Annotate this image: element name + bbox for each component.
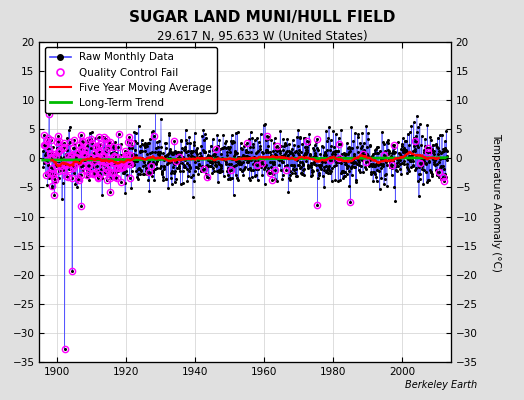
Text: SUGAR LAND MUNI/HULL FIELD: SUGAR LAND MUNI/HULL FIELD <box>129 10 395 25</box>
Legend: Raw Monthly Data, Quality Control Fail, Five Year Moving Average, Long-Term Tren: Raw Monthly Data, Quality Control Fail, … <box>45 47 217 113</box>
Text: Berkeley Earth: Berkeley Earth <box>405 380 477 390</box>
Text: 29.617 N, 95.633 W (United States): 29.617 N, 95.633 W (United States) <box>157 30 367 43</box>
Y-axis label: Temperature Anomaly (°C): Temperature Anomaly (°C) <box>492 132 501 272</box>
